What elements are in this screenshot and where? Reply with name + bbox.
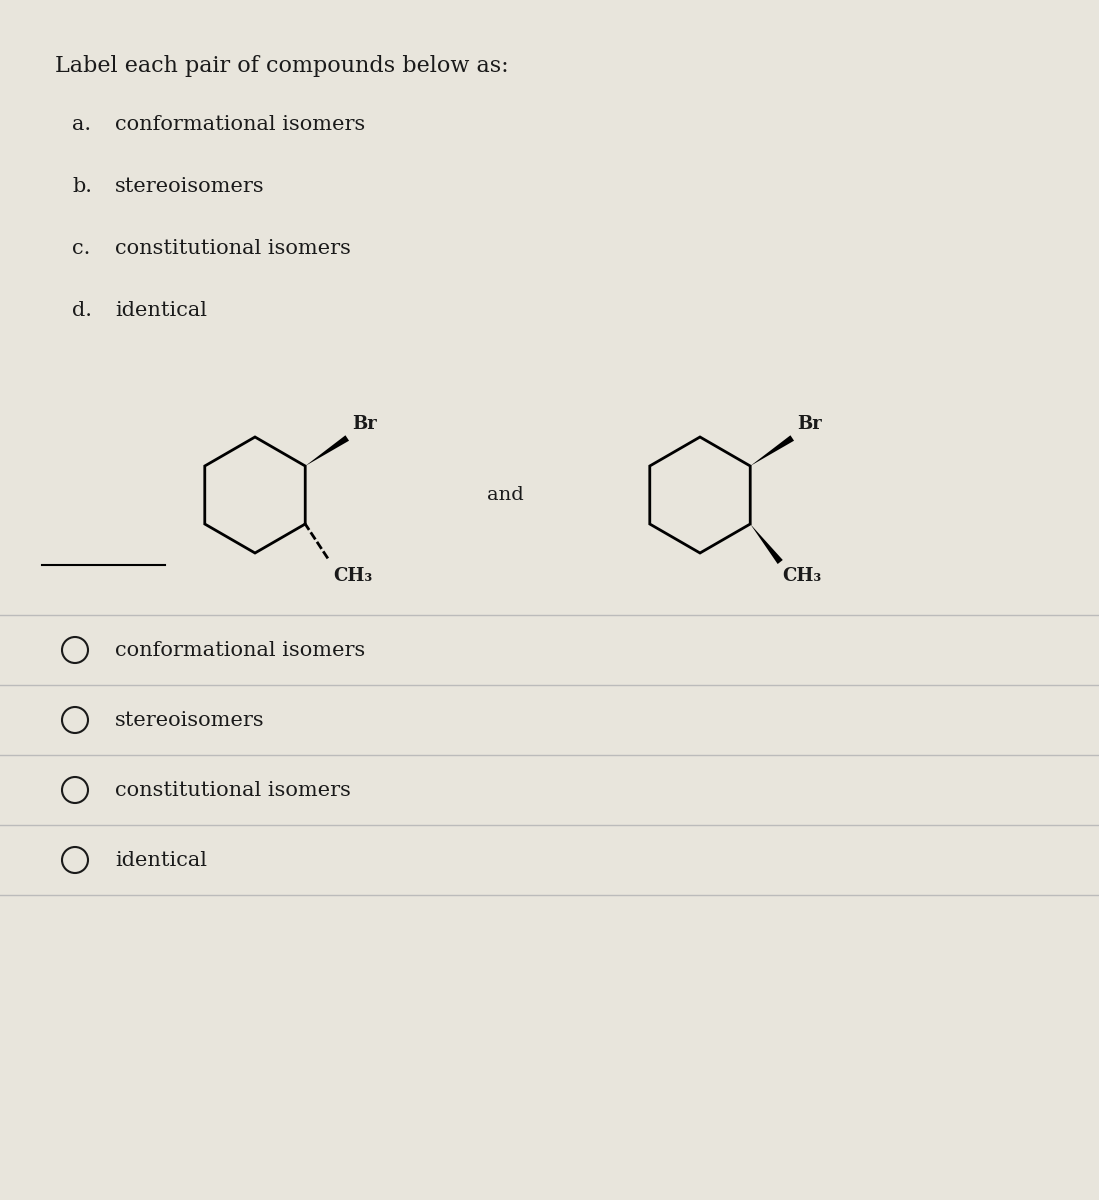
Text: a.: a. <box>73 115 91 134</box>
Text: d.: d. <box>73 301 92 320</box>
Text: Br: Br <box>797 415 822 433</box>
Text: constitutional isomers: constitutional isomers <box>115 780 351 799</box>
Text: CH₃: CH₃ <box>333 566 373 584</box>
Polygon shape <box>306 436 349 466</box>
Text: b.: b. <box>73 176 92 196</box>
Text: stereoisomers: stereoisomers <box>115 710 265 730</box>
Text: Br: Br <box>352 415 377 433</box>
Text: CH₃: CH₃ <box>782 566 821 584</box>
Text: identical: identical <box>115 851 207 870</box>
Text: c.: c. <box>73 239 90 258</box>
Text: Label each pair of compounds below as:: Label each pair of compounds below as: <box>55 55 509 77</box>
Text: conformational isomers: conformational isomers <box>115 115 365 134</box>
Polygon shape <box>751 436 795 466</box>
Text: identical: identical <box>115 301 207 320</box>
Text: conformational isomers: conformational isomers <box>115 641 365 660</box>
Text: stereoisomers: stereoisomers <box>115 176 265 196</box>
Text: constitutional isomers: constitutional isomers <box>115 239 351 258</box>
Polygon shape <box>751 524 782 564</box>
Text: and: and <box>487 486 523 504</box>
